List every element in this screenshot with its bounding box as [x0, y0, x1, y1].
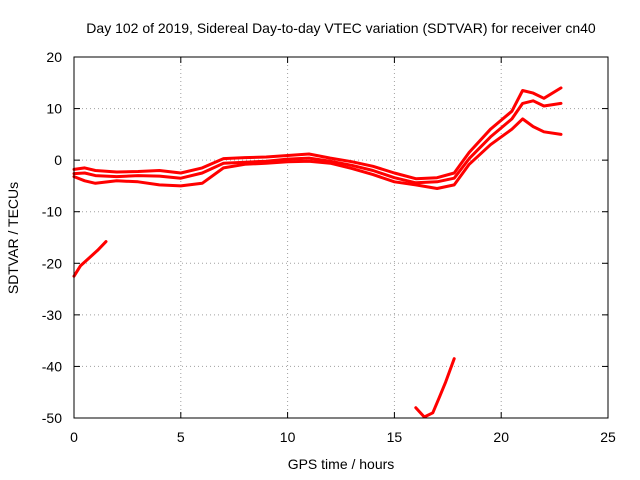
y-tick-label: -50 — [42, 410, 62, 426]
x-tick-label: 20 — [493, 429, 509, 445]
series-segment-late — [414, 357, 456, 419]
x-tick-label: 15 — [387, 429, 403, 445]
series-band-mid — [72, 99, 563, 185]
y-tick-label: -20 — [42, 255, 62, 271]
plot-frame — [73, 56, 609, 419]
x-tick-label: 10 — [280, 429, 296, 445]
y-axis-label: SDTVAR / TECUs — [5, 182, 21, 294]
y-tick-label: 0 — [54, 152, 62, 168]
series-band-upper — [72, 86, 563, 181]
chart-title: Day 102 of 2019, Sidereal Day-to-day VTE… — [86, 20, 596, 36]
y-tick-label: -40 — [42, 358, 62, 374]
x-tick-label: 5 — [177, 429, 185, 445]
grid — [74, 57, 608, 418]
series-group — [72, 86, 563, 419]
x-axis-label: GPS time / hours — [288, 456, 395, 472]
y-tick-label: 20 — [46, 49, 62, 65]
x-tick-label: 0 — [70, 429, 78, 445]
ticks: 0 5 10 15 20 25 -50 -40 -30 -20 -10 0 10 20 — [42, 49, 616, 445]
y-tick-label: -30 — [42, 307, 62, 323]
series-band-lower — [72, 117, 563, 190]
x-tick-label: 25 — [600, 429, 616, 445]
series-segment-early — [72, 240, 108, 278]
y-tick-label: -10 — [42, 204, 62, 220]
y-tick-label: 10 — [46, 101, 62, 117]
